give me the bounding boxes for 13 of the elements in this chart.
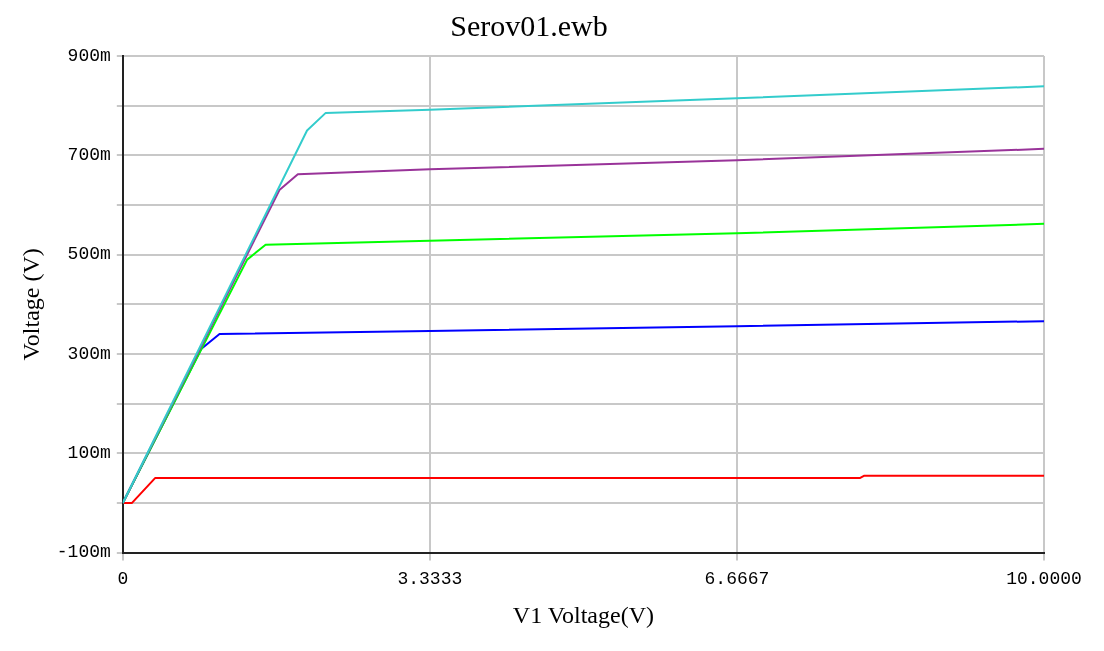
y-tick-label: 900m <box>67 45 111 66</box>
y-tick-label: 500m <box>67 244 111 265</box>
y-axis-title: Voltage (V) <box>17 248 44 361</box>
y-tick-label: 100m <box>67 443 111 464</box>
x-tick-label: 3.3333 <box>397 569 463 590</box>
x-tick-label: 0 <box>117 569 129 590</box>
x-axis-title: V1 Voltage(V) <box>512 601 654 628</box>
x-tick-label: 10.0000 <box>1006 569 1082 590</box>
x-tick-label: 6.6667 <box>704 569 770 590</box>
y-tick-label: -100m <box>56 542 111 563</box>
y-tick-label: 700m <box>67 145 111 166</box>
y-tick-label: 300m <box>67 343 111 364</box>
chart-title: Serov01.ewb <box>450 8 608 42</box>
